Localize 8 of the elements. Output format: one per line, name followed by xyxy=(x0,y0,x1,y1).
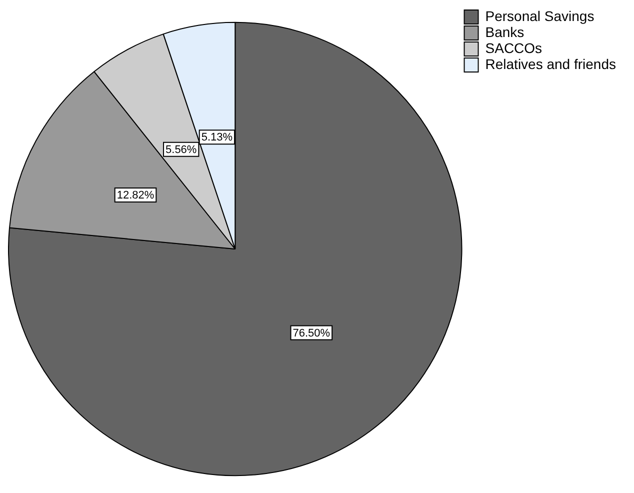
legend-label: Relatives and friends xyxy=(485,56,616,72)
legend-label: Personal Savings xyxy=(485,8,594,24)
data-label: 5.56% xyxy=(166,144,197,156)
data-label: 12.82% xyxy=(116,190,154,202)
data-label: 5.13% xyxy=(201,132,233,144)
legend-label: SACCOs xyxy=(485,40,542,56)
data-label: 76.50% xyxy=(292,327,330,340)
legend-label: Banks xyxy=(485,24,524,40)
